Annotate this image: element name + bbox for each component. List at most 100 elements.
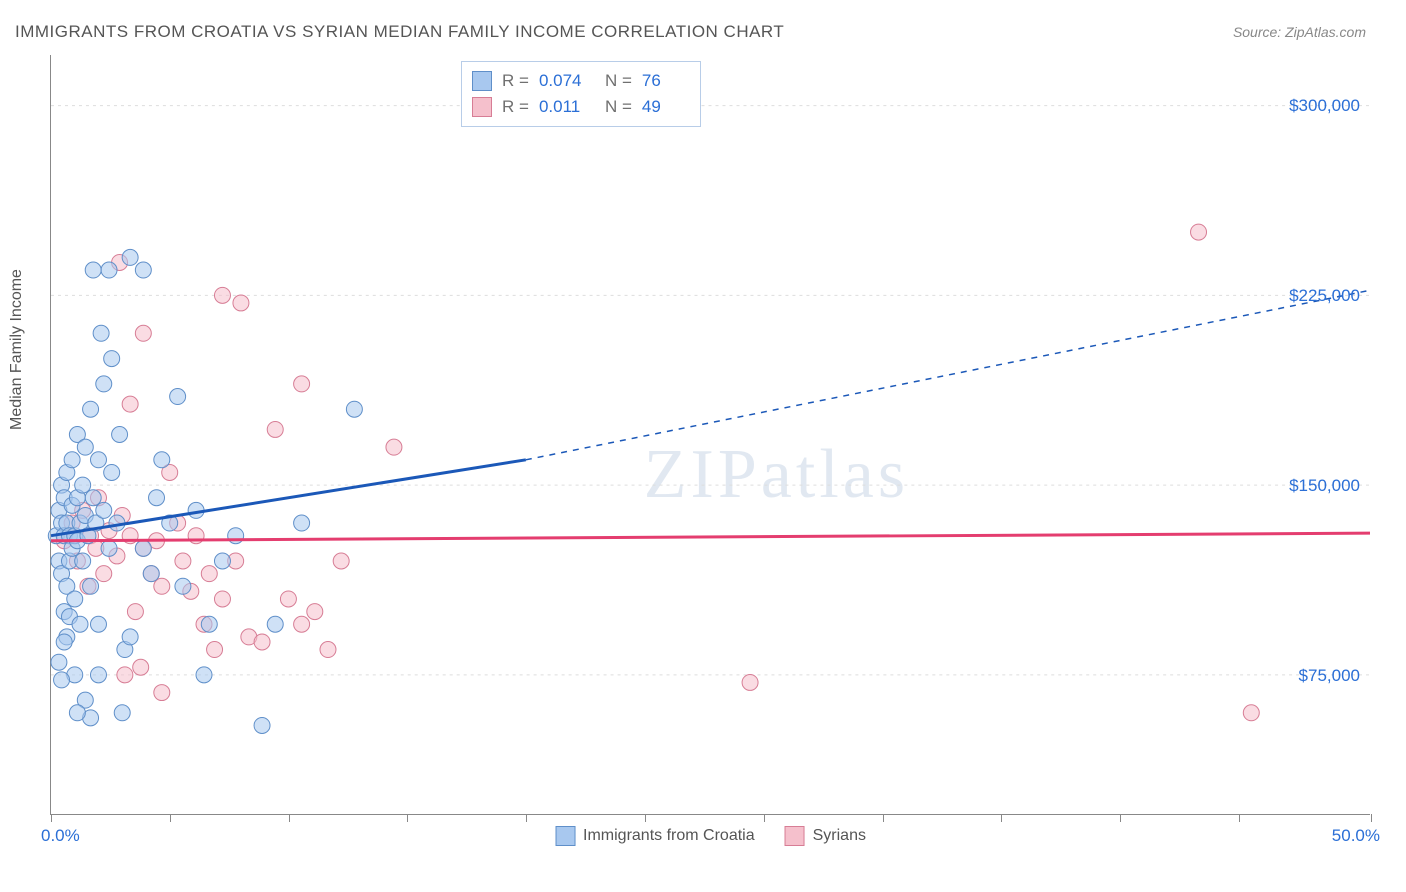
trend-line	[51, 533, 1370, 541]
scatter-point	[175, 553, 191, 569]
chart-title: IMMIGRANTS FROM CROATIA VS SYRIAN MEDIAN…	[15, 22, 784, 42]
scatter-point	[214, 553, 230, 569]
scatter-point	[201, 566, 217, 582]
n-label: N =	[605, 97, 632, 117]
scatter-point	[1243, 705, 1259, 721]
legend-label-syrians: Syrians	[813, 827, 866, 845]
scatter-point	[75, 477, 91, 493]
scatter-point	[85, 490, 101, 506]
n-label: N =	[605, 71, 632, 91]
scatter-point	[75, 553, 91, 569]
legend-label-croatia: Immigrants from Croatia	[583, 827, 755, 845]
scatter-point	[267, 616, 283, 632]
trend-line	[51, 460, 526, 536]
scatter-point	[346, 401, 362, 417]
scatter-point	[96, 376, 112, 392]
x-tick	[1120, 814, 1121, 822]
scatter-point	[90, 452, 106, 468]
swatch-syrians	[472, 97, 492, 117]
legend-item-croatia: Immigrants from Croatia	[555, 826, 755, 846]
scatter-point	[83, 401, 99, 417]
scatter-point	[254, 717, 270, 733]
n-value-croatia: 76	[642, 71, 686, 91]
scatter-point	[54, 672, 70, 688]
r-value-croatia: 0.074	[539, 71, 583, 91]
scatter-point	[196, 667, 212, 683]
scatter-point	[90, 616, 106, 632]
scatter-point	[254, 634, 270, 650]
n-value-syrians: 49	[642, 97, 686, 117]
scatter-point	[96, 566, 112, 582]
scatter-point	[154, 452, 170, 468]
scatter-point	[112, 427, 128, 443]
x-tick	[526, 814, 527, 822]
r-label: R =	[502, 71, 529, 91]
scatter-point	[207, 642, 223, 658]
scatter-point	[135, 540, 151, 556]
scatter-point	[96, 502, 112, 518]
x-tick	[1239, 814, 1240, 822]
y-tick-label: $300,000	[1289, 96, 1360, 116]
scatter-point	[117, 667, 133, 683]
scatter-point	[104, 351, 120, 367]
scatter-point	[83, 578, 99, 594]
scatter-point	[77, 439, 93, 455]
y-tick-label: $75,000	[1299, 666, 1360, 686]
scatter-point	[294, 515, 310, 531]
scatter-point	[294, 376, 310, 392]
scatter-point	[307, 604, 323, 620]
scatter-point	[228, 528, 244, 544]
x-tick	[51, 814, 52, 822]
scatter-point	[154, 578, 170, 594]
x-tick	[170, 814, 171, 822]
scatter-point	[135, 325, 151, 341]
scatter-point	[114, 705, 130, 721]
scatter-point	[149, 490, 165, 506]
swatch-icon	[555, 826, 575, 846]
x-tick	[407, 814, 408, 822]
stats-row-syrians: R = 0.011 N = 49	[472, 94, 686, 120]
scatter-point	[133, 659, 149, 675]
chart-plot-area: ZIPatlas R = 0.074 N = 76 R = 0.011 N = …	[50, 55, 1370, 815]
scatter-point	[69, 705, 85, 721]
swatch-croatia	[472, 71, 492, 91]
scatter-point	[122, 249, 138, 265]
scatter-point	[93, 325, 109, 341]
scatter-point	[294, 616, 310, 632]
y-tick-label: $225,000	[1289, 286, 1360, 306]
x-tick	[764, 814, 765, 822]
x-tick	[1001, 814, 1002, 822]
scatter-point	[175, 578, 191, 594]
scatter-point	[214, 591, 230, 607]
scatter-point	[85, 262, 101, 278]
scatter-point	[214, 287, 230, 303]
scatter-point	[64, 452, 80, 468]
x-tick	[289, 814, 290, 822]
scatter-point	[201, 616, 217, 632]
scatter-point	[154, 685, 170, 701]
bottom-legend: Immigrants from Croatia Syrians	[555, 826, 866, 846]
x-tick	[883, 814, 884, 822]
scatter-point	[170, 389, 186, 405]
x-axis-max-label: 50.0%	[1332, 826, 1380, 846]
scatter-point	[742, 674, 758, 690]
x-tick	[1371, 814, 1372, 822]
scatter-point	[104, 464, 120, 480]
scatter-point	[122, 396, 138, 412]
scatter-point	[320, 642, 336, 658]
scatter-svg	[51, 55, 1370, 814]
scatter-point	[267, 421, 283, 437]
x-axis-min-label: 0.0%	[41, 826, 80, 846]
scatter-point	[233, 295, 249, 311]
scatter-point	[90, 667, 106, 683]
scatter-point	[51, 654, 67, 670]
scatter-point	[280, 591, 296, 607]
scatter-point	[101, 540, 117, 556]
scatter-point	[122, 629, 138, 645]
scatter-point	[143, 566, 159, 582]
r-label: R =	[502, 97, 529, 117]
scatter-point	[333, 553, 349, 569]
y-tick-label: $150,000	[1289, 476, 1360, 496]
legend-item-syrians: Syrians	[785, 826, 866, 846]
scatter-point	[135, 262, 151, 278]
